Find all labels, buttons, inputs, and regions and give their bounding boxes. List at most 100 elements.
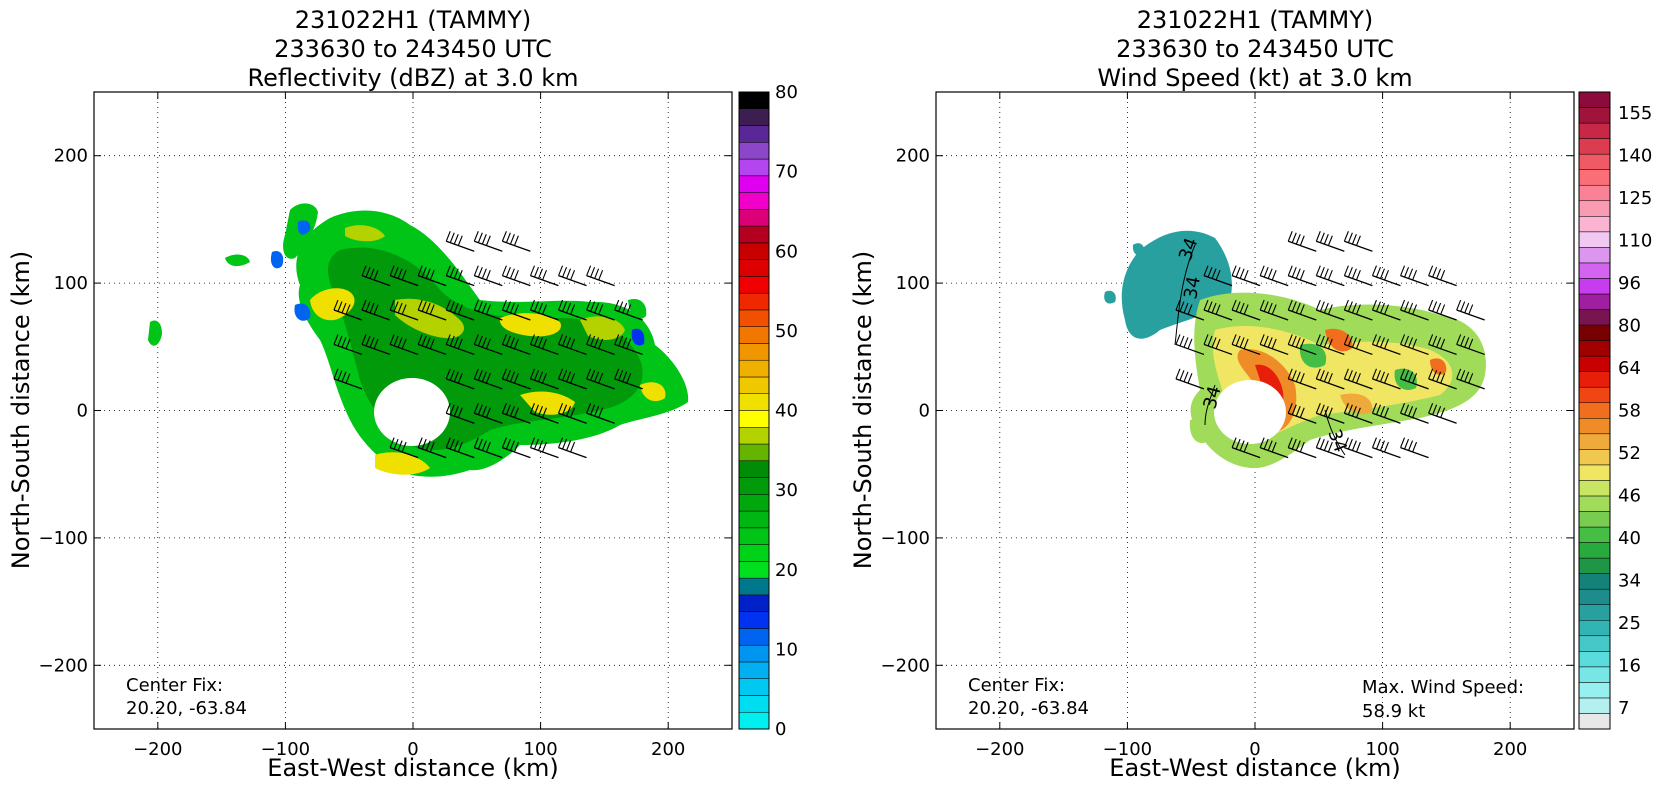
colorbar-tick-label: 96 <box>1618 273 1641 294</box>
wind-barb <box>1315 403 1345 424</box>
colorbar-tick-label: 155 <box>1618 103 1652 124</box>
reflectivity-blue-cell <box>294 303 311 321</box>
colorbar-cell <box>738 427 770 445</box>
colorbar-cell <box>738 477 770 495</box>
x-tick-label: 0 <box>407 739 418 760</box>
wind-34kt-contour <box>1174 244 1196 346</box>
y-tick-label: 100 <box>54 273 88 294</box>
colorbar-cell <box>1578 449 1611 466</box>
wind-barb <box>1456 299 1485 321</box>
wind-eye <box>1214 380 1286 444</box>
colorbar-cell <box>738 209 770 227</box>
colorbar-cell <box>738 91 770 110</box>
colorbar-cell <box>1578 231 1611 248</box>
wind-barb <box>1400 437 1429 459</box>
y-tick-label: 0 <box>77 401 88 422</box>
wind-barb <box>1259 265 1289 287</box>
wind-barb <box>501 403 531 424</box>
wind-barb <box>1456 368 1485 390</box>
colorbar-cell <box>738 326 770 344</box>
colorbar-cell <box>1578 480 1611 497</box>
colorbar-cell <box>1578 604 1611 621</box>
colorbar-cell <box>1578 557 1611 574</box>
x-tick-label: 100 <box>1365 739 1399 760</box>
colorbar-tick-label: 70 <box>775 162 798 183</box>
wind-barb <box>1287 231 1317 252</box>
x-tick-label: 100 <box>523 739 557 760</box>
colorbar-cell <box>738 544 770 562</box>
wind-barb <box>1428 265 1457 287</box>
wind-barb <box>1315 265 1345 287</box>
wind-barb <box>558 437 587 459</box>
wind-barb <box>1343 231 1373 252</box>
colorbar-cell <box>1578 666 1611 683</box>
colorbar-cell <box>1578 418 1611 435</box>
y-tick-label: 200 <box>896 146 930 167</box>
wind-barb <box>445 299 475 321</box>
colorbar-tick-label: 80 <box>775 82 798 103</box>
reflectivity-colorbar: 0 10 20 30 40 50 60 70 80 <box>738 82 798 740</box>
wind-barb <box>1175 334 1205 356</box>
wind-barb <box>389 265 419 287</box>
colorbar-cell <box>738 292 770 311</box>
colorbar-cell <box>1578 184 1611 202</box>
reflectivity-title-line-1: 231022H1 (TAMMY) <box>295 6 532 34</box>
reflectivity-center-fix-value: 20.20, -63.84 <box>126 698 247 719</box>
wind-wind-barbs <box>1175 231 1485 459</box>
wind-barb <box>1428 403 1457 424</box>
reflectivity-title-line-2: 233630 to 243450 UTC <box>274 35 552 63</box>
wind-barb <box>1315 334 1345 356</box>
reflectivity-eye <box>374 378 450 446</box>
colorbar-cell <box>1578 682 1611 699</box>
colorbar-cell <box>1578 402 1611 419</box>
x-tick-label: −100 <box>261 739 310 760</box>
wind-barb <box>529 437 559 459</box>
x-tick-label: −200 <box>975 739 1024 760</box>
y-tick-label: −100 <box>881 528 930 549</box>
wind-barb <box>1371 265 1401 287</box>
wind-teal-fragment <box>1104 290 1116 304</box>
wind-barb <box>1400 368 1429 390</box>
colorbar-cell <box>738 225 770 244</box>
wind-barb <box>586 368 615 390</box>
wind-barb <box>1371 334 1401 356</box>
colorbar-cell <box>1578 200 1611 217</box>
wind-center-fix-value: 20.20, -63.84 <box>968 698 1089 719</box>
wind-barb <box>1287 403 1317 424</box>
colorbar-cell <box>1578 511 1611 528</box>
colorbar-cell <box>738 628 770 646</box>
wind-barb <box>1203 299 1233 321</box>
wind-barb <box>1343 265 1373 287</box>
colorbar-cell <box>738 410 770 428</box>
wind-barb <box>1371 437 1401 459</box>
wind-barb <box>1400 334 1429 356</box>
colorbar-cell <box>1578 619 1611 637</box>
colorbar-tick-label: 125 <box>1618 188 1652 209</box>
wind-barb <box>501 368 531 390</box>
reflectivity-blue-cell <box>270 250 284 269</box>
wind-x-ticks: −200 −100 0 100 200 <box>975 92 1527 760</box>
colorbar-cell <box>738 393 770 411</box>
colorbar-cell <box>1578 542 1611 559</box>
colorbar-tick-label: 0 <box>775 719 786 740</box>
wind-x-axis-label: East-West distance (km) <box>1109 754 1400 782</box>
wind-barb <box>445 265 475 287</box>
colorbar-tick-label: 46 <box>1618 485 1641 506</box>
reflectivity-yellow-cell <box>499 313 561 337</box>
colorbar-cell <box>1578 122 1611 139</box>
wind-barb <box>333 368 363 390</box>
colorbar-tick-label: 20 <box>775 560 798 581</box>
colorbar-cell <box>738 494 770 512</box>
wind-barb <box>586 334 615 356</box>
wind-barb <box>389 334 419 356</box>
y-tick-label: −100 <box>39 528 88 549</box>
wind-barb <box>417 265 447 287</box>
reflectivity-outer-fragment <box>628 298 647 319</box>
colorbar-cell <box>738 695 770 713</box>
wind-barb <box>1287 368 1317 390</box>
colorbar-cell <box>738 359 770 378</box>
colorbar-cell <box>1578 278 1611 295</box>
colorbar-cell <box>1578 697 1611 714</box>
reflectivity-gridlines <box>94 92 732 729</box>
